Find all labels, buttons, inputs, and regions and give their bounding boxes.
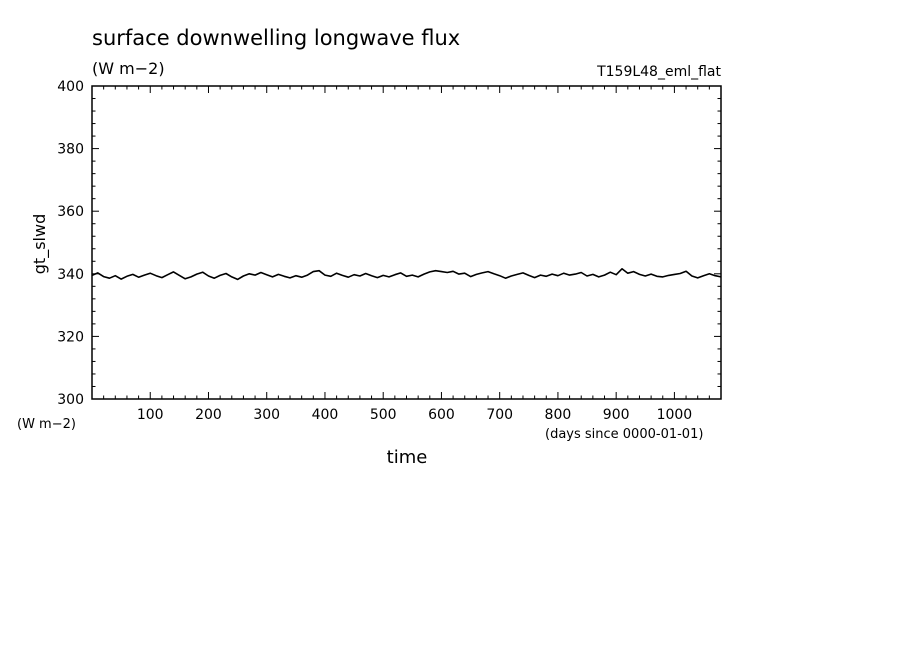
x-tick-label: 400 [312,407,339,423]
y-tick-label: 320 [57,329,84,345]
chart-subtitle: (W m−2) [92,59,165,78]
plot-frame [91,85,722,400]
y-tick-label: 340 [57,267,84,283]
y-axis-label: gt_slwd [30,214,50,274]
x-tick-label: 600 [428,407,455,423]
x-tick-label: 300 [253,407,280,423]
x-tick-label: 500 [370,407,397,423]
y-tick-label: 300 [57,392,84,408]
y-axis-units: (W m−2) [17,417,76,432]
x-tick-label: 200 [195,407,222,423]
x-tick-label: 900 [603,407,630,423]
x-tick-label: 100 [137,407,164,423]
x-tick-labels: 100 200 300 400 500 600 700 800 900 1000 [137,407,692,423]
x-axis-units: (days since 0000-01-01) [545,427,703,442]
x-tick-label: 700 [486,407,513,423]
run-label: T159L48_eml_flat [596,64,721,80]
series-line [91,268,722,281]
plot-area: 100 200 300 400 500 600 700 800 900 1000 300 320 34… [57,79,722,423]
y-tick-label: 380 [57,142,84,158]
x-tick-label: 1000 [657,407,693,423]
axis-ticks [92,86,721,399]
x-tick-label: 800 [545,407,572,423]
y-tick-label: 360 [57,204,84,220]
y-tick-labels: 300 320 340 360 380 400 [57,79,84,408]
y-tick-label: 400 [57,79,84,95]
chart-title: surface downwelling longwave flux [92,26,460,50]
x-axis-label: time [387,447,428,468]
